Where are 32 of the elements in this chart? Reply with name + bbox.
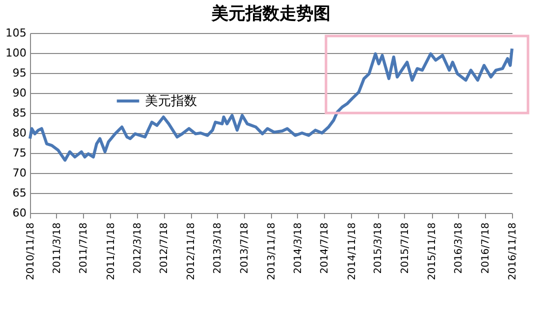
x-tick-label: 2015/11/18 — [427, 222, 438, 280]
x-tick-label: 2014/11/18 — [346, 222, 358, 280]
y-tick-label: 105 — [6, 26, 26, 40]
y-tick-label: 75 — [12, 146, 26, 160]
y-tick-label: 80 — [12, 126, 26, 140]
y-tick-label: 100 — [6, 46, 26, 60]
x-tick-label: 2014/3/18 — [292, 222, 304, 274]
x-tick-label: 2013/7/18 — [239, 222, 250, 274]
y-tick-label: 70 — [12, 166, 26, 180]
x-tick-label: 2011/11/18 — [106, 222, 117, 280]
y-tick-label: 85 — [12, 106, 26, 120]
y-tick-label: 90 — [12, 86, 26, 100]
x-tick-label: 2011/7/18 — [78, 222, 90, 274]
x-tick-label: 2011/3/18 — [52, 222, 63, 274]
x-tick-label: 2012/3/18 — [132, 222, 144, 274]
y-tick-label: 60 — [12, 206, 26, 220]
chart-title: 美元指数走势图 — [210, 4, 330, 24]
x-tick-label: 2016/3/18 — [454, 222, 465, 274]
x-tick-label: 2015/3/18 — [373, 222, 384, 274]
y-tick-label: 95 — [12, 66, 26, 80]
y-tick-label: 65 — [12, 186, 26, 200]
x-tick-label: 2013/11/18 — [266, 222, 278, 280]
x-tick-label: 2012/7/18 — [159, 222, 170, 274]
x-tick-label: 2012/11/18 — [186, 222, 198, 280]
x-tick-label: 2010/11/18 — [26, 222, 36, 280]
legend-label: 美元指数 — [145, 93, 197, 109]
x-tick-label: 2016/7/18 — [480, 222, 492, 274]
x-tick-label: 2013/3/18 — [212, 222, 224, 274]
x-tick-label: 2014/7/18 — [320, 222, 331, 274]
line-series — [28, 47, 514, 162]
x-tick-label: 2016/11/18 — [508, 222, 518, 280]
x-tick-label: 2015/7/18 — [400, 222, 411, 274]
